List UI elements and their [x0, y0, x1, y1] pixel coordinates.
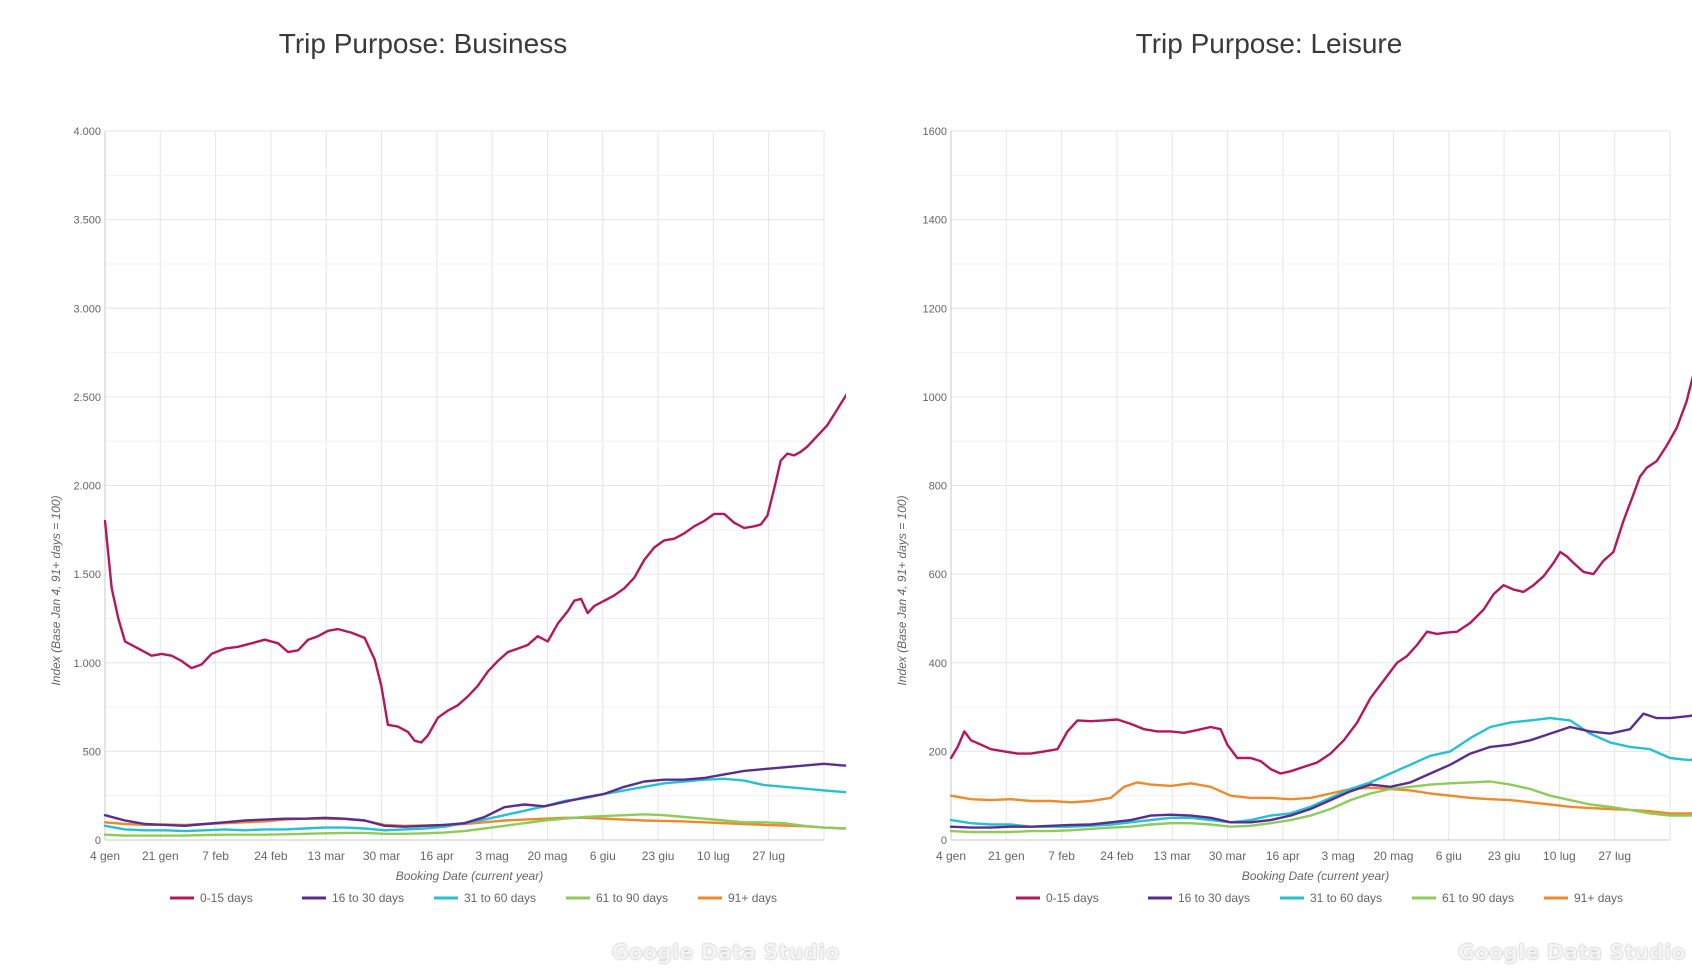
y-tick-label: 600 [929, 569, 947, 581]
y-tick-label: 1600 [923, 126, 947, 138]
y-axis-title: Index (Base Jan 4, 91+ days = 100) [895, 495, 909, 685]
google-data-studio-watermark: Google Data Studio [612, 940, 840, 964]
x-tick-label: 13 mar [308, 849, 345, 863]
series-line-2 [103, 777, 846, 833]
x-tick-label: 4 gen [90, 849, 120, 863]
series-line-1 [103, 762, 846, 828]
legend-label: 91+ days [728, 891, 777, 905]
x-tick-label: 7 feb [1048, 849, 1075, 863]
chart-panel-business: Trip Purpose: Business 4 gen 21 gen 7 feb 2… [49, 28, 846, 964]
series-line-1 [949, 712, 1692, 829]
legend-label: 61 to 90 days [1442, 891, 1514, 905]
x-tick-label: 3 mag [475, 849, 508, 863]
legend-label: 16 to 30 days [1178, 891, 1250, 905]
y-tick-label: 1.500 [73, 569, 101, 581]
x-tick-label: 16 apr [420, 849, 454, 863]
x-tick-label: 30 mar [363, 849, 400, 863]
x-axis-title: Booking Date (current year) [1242, 869, 1389, 883]
x-tick-label: 21 gen [988, 849, 1025, 863]
x-tick-label: 23 giu [1488, 849, 1521, 863]
y-tick-label: 3.000 [73, 303, 101, 315]
y-tick-label: 200 [929, 746, 947, 758]
legend-label: 91+ days [1574, 891, 1623, 905]
x-tick-label: 10 lug [697, 849, 730, 863]
line-chart-leisure: 4 gen 21 gen 7 feb 24 feb 13 mar 30 mar 16 apr… [895, 126, 1692, 905]
y-tick-label: 0 [95, 835, 101, 847]
x-tick-label: 27 lug [1598, 849, 1631, 863]
y-tick-label: 500 [83, 746, 101, 758]
legend-label: 16 to 30 days [332, 891, 404, 905]
chart-title: Trip Purpose: Leisure [1135, 28, 1403, 59]
y-tick-label: 1400 [923, 215, 947, 227]
x-tick-label: 20 mag [527, 849, 567, 863]
legend-label: 61 to 90 days [596, 891, 668, 905]
x-tick-label: 10 lug [1543, 849, 1576, 863]
x-tick-label: 24 feb [254, 849, 288, 863]
series-line-3 [949, 780, 1692, 834]
x-tick-label: 13 mar [1154, 849, 1191, 863]
series-line-2 [949, 716, 1692, 828]
y-tick-label: 800 [929, 481, 947, 493]
x-tick-label: 7 feb [202, 849, 229, 863]
x-tick-label: 20 mag [1373, 849, 1413, 863]
x-tick-label: 4 gen [936, 849, 966, 863]
y-tick-label: 1.000 [73, 658, 101, 670]
x-tick-label: 30 mar [1209, 849, 1246, 863]
legend-label: 31 to 60 days [1310, 891, 1382, 905]
x-tick-label: 3 mag [1321, 849, 1354, 863]
y-tick-label: 2.000 [73, 481, 101, 493]
y-tick-label: 3.500 [73, 215, 101, 227]
x-tick-label: 21 gen [142, 849, 179, 863]
y-tick-label: 4.000 [73, 126, 101, 138]
x-tick-label: 6 giu [590, 849, 616, 863]
legend-label: 31 to 60 days [464, 891, 536, 905]
x-tick-label: 27 lug [752, 849, 785, 863]
y-tick-label: 1200 [923, 303, 947, 315]
line-chart-business: 4 gen 21 gen 7 feb 24 feb 13 mar 30 mar 16 apr… [49, 126, 846, 905]
y-tick-label: 2.500 [73, 392, 101, 404]
legend-label: 0-15 days [200, 891, 253, 905]
x-tick-label: 24 feb [1100, 849, 1134, 863]
legend-label: 0-15 days [1046, 891, 1099, 905]
google-data-studio-watermark: Google Data Studio [1458, 940, 1686, 964]
y-axis-title: Index (Base Jan 4, 91+ days = 100) [49, 495, 63, 685]
series-line-4 [949, 781, 1692, 815]
x-tick-label: 23 giu [642, 849, 675, 863]
chart-panel-leisure: Trip Purpose: Leisure 4 gen 21 gen 7 feb 24… [846, 0, 1692, 980]
y-tick-label: 400 [929, 658, 947, 670]
x-axis-title: Booking Date (current year) [396, 869, 543, 883]
chart-title: Trip Purpose: Business [278, 28, 568, 59]
series-line-0 [949, 374, 1692, 775]
series-line-4 [103, 816, 846, 830]
x-tick-label: 6 giu [1436, 849, 1462, 863]
series-line-3 [103, 813, 846, 837]
y-tick-label: 1000 [923, 392, 947, 404]
y-tick-label: 0 [941, 835, 947, 847]
series-line-0 [103, 393, 846, 744]
x-tick-label: 16 apr [1266, 849, 1300, 863]
